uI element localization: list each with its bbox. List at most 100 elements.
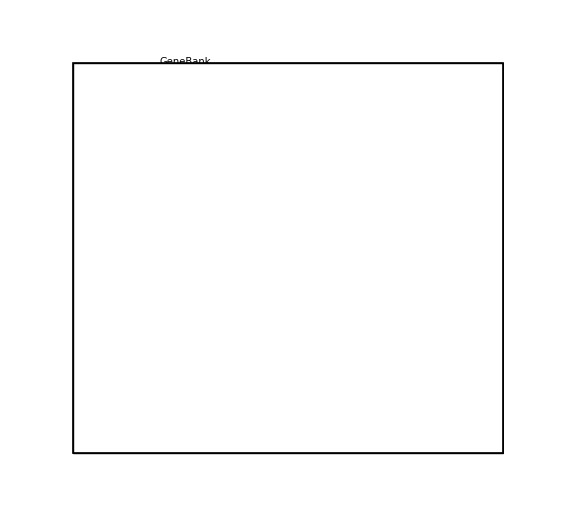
- Bar: [425, 63, 503, 85]
- Text: ACCTGTCCACCTCAATCA: ACCTGTCCACCTCAATCA: [226, 352, 333, 361]
- Bar: [162, 394, 209, 424]
- Text: 0.5μl: 0.5μl: [359, 257, 382, 266]
- Text: KF111429: KF111429: [158, 280, 212, 288]
- Bar: [102, 114, 128, 144]
- Text: 0.4μl: 0.4μl: [359, 192, 382, 200]
- Bar: [351, 254, 390, 269]
- Bar: [209, 364, 351, 379]
- Bar: [128, 63, 162, 85]
- Text: FAM: FAM: [397, 352, 418, 362]
- Text: AGACCTCCTCCTCTTCTC: AGACCTCCTCCTCTTCTC: [228, 301, 332, 311]
- Bar: [162, 269, 209, 298]
- Text: 0.8μl: 0.8μl: [359, 162, 382, 171]
- Text: D: D: [111, 309, 119, 318]
- Bar: [390, 394, 425, 409]
- Bar: [128, 335, 162, 364]
- Text: KF111430: KF111430: [158, 220, 212, 229]
- Bar: [351, 298, 390, 313]
- Bar: [351, 144, 390, 159]
- Text: GCATAGTGACATCATAGCAT: GCATAGTGACATCATAGCAT: [221, 397, 338, 406]
- Text: FAM: FAM: [397, 286, 418, 296]
- Text: A: A: [111, 220, 119, 229]
- Bar: [209, 269, 351, 284]
- Text: Cal006: Cal006: [128, 154, 161, 164]
- Bar: [351, 210, 390, 224]
- Bar: [351, 350, 390, 364]
- Text: D: D: [111, 433, 119, 444]
- Text: 0.3μl: 0.3μl: [359, 287, 382, 296]
- Text: CCATATCCAGCACTCTAACA: CCATATCCAGCACTCTAACA: [221, 257, 338, 266]
- Text: AAGTAGAGCGAGCAGAGA: AAGTAGAGCGAGCAGAGA: [223, 227, 337, 237]
- Text: B: B: [111, 374, 119, 384]
- Bar: [162, 114, 209, 144]
- Bar: [351, 85, 390, 100]
- Text: CCTGCTATTGTTTCTTTCATCC: CCTGCTATTGTTTCTTTCATCC: [217, 442, 342, 450]
- Text: CAAGGACAAGGATTATG: CAAGGACAAGGATTATG: [228, 88, 332, 97]
- Text: 0.5μl: 0.5μl: [359, 316, 382, 326]
- Text: 0.5μl: 0.5μl: [359, 301, 382, 311]
- Bar: [209, 394, 351, 409]
- Bar: [162, 174, 209, 203]
- Text: 0.8μl: 0.8μl: [359, 103, 382, 111]
- Bar: [209, 409, 351, 424]
- Bar: [209, 438, 351, 453]
- Text: 0.3μl: 0.3μl: [359, 272, 382, 281]
- Text: 退火
温度: 退火 温度: [458, 63, 470, 85]
- Text: 0.4μl: 0.4μl: [359, 118, 382, 126]
- Bar: [425, 335, 503, 453]
- Bar: [209, 350, 351, 364]
- Bar: [162, 239, 209, 269]
- Text: 55℃: 55℃: [451, 389, 476, 399]
- Bar: [102, 144, 128, 174]
- Text: A: A: [111, 344, 119, 355]
- Bar: [128, 269, 162, 298]
- Bar: [73, 335, 102, 453]
- Bar: [162, 63, 209, 85]
- Text: ATGAACACAACTTACC: ATGAACACAACTTACC: [232, 103, 328, 111]
- Bar: [351, 284, 390, 298]
- Text: GCGTATTCCTCTCCTGATTC: GCGTATTCCTCTCCTGATTC: [223, 162, 337, 171]
- Bar: [128, 144, 162, 174]
- Bar: [390, 189, 425, 203]
- Text: Cal046: Cal046: [128, 375, 161, 384]
- Text: 0.5μl: 0.5μl: [359, 442, 382, 450]
- Text: 第二组: 第二组: [79, 264, 97, 274]
- Text: HEX: HEX: [397, 316, 418, 326]
- Bar: [351, 409, 390, 424]
- Text: C: C: [111, 404, 119, 414]
- Bar: [209, 189, 351, 203]
- Bar: [390, 100, 425, 114]
- Text: 1.0μl: 1.0μl: [359, 382, 382, 391]
- Text: GAATCTGCCGTTCTCACTA: GAATCTGCCGTTCTCACTA: [224, 337, 336, 346]
- Bar: [209, 100, 351, 114]
- Bar: [209, 159, 351, 174]
- Bar: [390, 210, 425, 224]
- Bar: [73, 210, 102, 329]
- Text: C: C: [111, 154, 119, 164]
- Bar: [390, 424, 425, 438]
- Bar: [73, 203, 503, 210]
- Bar: [351, 424, 390, 438]
- Text: 55℃: 55℃: [451, 139, 476, 149]
- Bar: [102, 298, 128, 329]
- Bar: [73, 329, 503, 335]
- Bar: [73, 85, 102, 203]
- Bar: [390, 224, 425, 239]
- Bar: [351, 114, 390, 129]
- Bar: [162, 364, 209, 394]
- Text: 0.8μl: 0.8μl: [359, 88, 382, 97]
- Bar: [209, 313, 351, 329]
- Text: ACCGCAACATTACAAAGAC: ACCGCAACATTACAAAGAC: [222, 412, 338, 421]
- Text: FAM: FAM: [397, 411, 418, 421]
- Bar: [390, 144, 425, 159]
- Bar: [128, 210, 162, 239]
- Bar: [351, 269, 390, 284]
- Bar: [128, 298, 162, 329]
- Text: HEX: HEX: [397, 132, 418, 142]
- Text: 第三组: 第三组: [79, 389, 97, 399]
- Bar: [390, 85, 425, 100]
- Text: 区 间: 区 间: [107, 69, 123, 79]
- Text: FAM: FAM: [397, 102, 418, 112]
- Text: Cal049: Cal049: [128, 280, 161, 288]
- Text: KC134229: KC134229: [158, 95, 212, 104]
